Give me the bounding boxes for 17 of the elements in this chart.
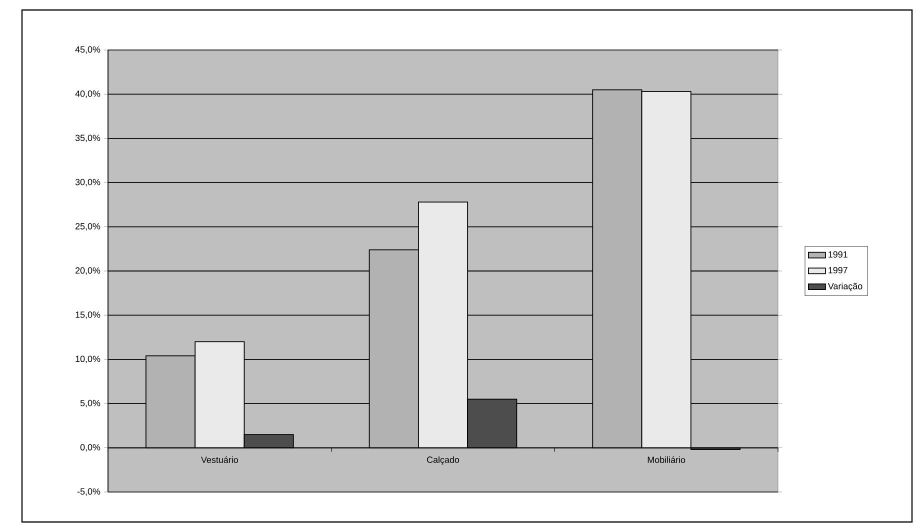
x-tick-label: Mobiliário: [648, 456, 686, 464]
y-tick-label: 30,0%: [75, 178, 100, 186]
y-tick-label: 0,0%: [80, 444, 100, 452]
y-tick-label: 25,0%: [76, 223, 100, 230]
y-tick-label: 35,0%: [75, 134, 100, 142]
y-tick-label: 15,0%: [76, 311, 100, 319]
legend-label: 1991: [828, 251, 848, 258]
y-tick-label: 40,0%: [75, 90, 100, 98]
legend-label: 1997: [828, 266, 848, 274]
y-tick-label: -5,0%: [77, 488, 100, 496]
legend-label: Variação: [828, 282, 862, 292]
y-tick-label: 10,0%: [76, 356, 100, 364]
y-tick-label: 20,0%: [76, 267, 100, 275]
y-tick-label: 5,0%: [80, 400, 100, 408]
x-tick-label: Vestuário: [201, 456, 238, 464]
x-tick-label: Calçado: [427, 456, 460, 465]
y-tick-label: 45,0%: [75, 46, 100, 54]
